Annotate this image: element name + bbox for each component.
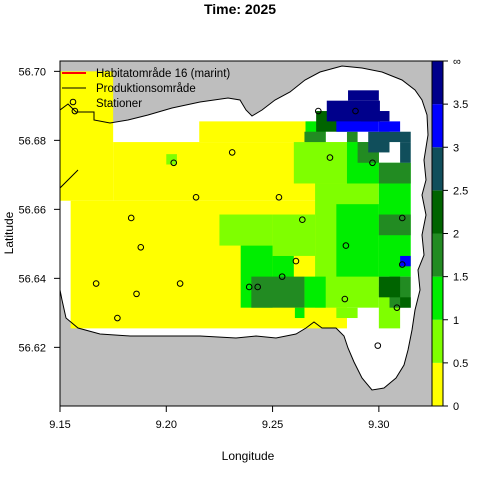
legend: Habitatområde 16 (marint) Produktionsomr…: [62, 68, 230, 110]
colorbar-tick-label: 0: [453, 401, 459, 413]
station-marker: [170, 159, 178, 167]
grid-cell: [400, 255, 411, 267]
station-marker: [292, 257, 300, 265]
colorbar-tick-label: 0.5: [453, 358, 468, 370]
station-marker: [114, 314, 121, 322]
x-tick-label: 9.25: [262, 419, 283, 431]
station-marker: [374, 342, 382, 349]
grid-cell: [304, 131, 326, 143]
station-marker: [398, 261, 406, 268]
x-axis-label: Longitude: [222, 449, 275, 463]
colorbar-swatch: [432, 319, 443, 363]
colorbar-swatch: [432, 147, 443, 191]
grid-cell: [294, 307, 305, 319]
station-marker: [133, 290, 140, 298]
station-marker: [137, 244, 145, 251]
x-tick-label: 9.30: [368, 419, 389, 431]
grid-cell: [272, 214, 316, 256]
station-marker: [71, 107, 79, 115]
legend-stations-label: Stationer: [96, 98, 142, 110]
y-tick-label: 56.62: [18, 342, 46, 354]
production-area-boundary: [60, 169, 79, 189]
colorbar-tick-label: 3.5: [453, 99, 468, 111]
station-marker: [127, 214, 135, 222]
y-tick-label: 56.64: [18, 273, 46, 285]
grid-cell: [378, 162, 411, 184]
y-tick-label: 56.70: [18, 66, 46, 78]
map-area: Habitatområde 16 (marint) Produktionsomr…: [60, 61, 432, 406]
colorbar-tick-label: ∞: [453, 56, 461, 68]
grid-cell: [400, 142, 411, 163]
station-marker: [92, 280, 100, 287]
grid-cell: [378, 121, 401, 132]
colorbar-tick-label: 3: [453, 142, 459, 154]
station-marker: [278, 273, 286, 280]
grid-cell: [199, 121, 316, 143]
colorbar-swatch: [432, 104, 443, 148]
station-marker: [398, 214, 406, 222]
plot-title: Time: 2025: [204, 1, 276, 17]
grid-cell: [378, 131, 411, 143]
station-marker: [245, 283, 253, 291]
station-marker: [314, 107, 322, 115]
station-marker: [342, 242, 350, 249]
station-marker: [254, 283, 261, 291]
station-marker: [192, 193, 200, 201]
y-axis-label: Latitude: [2, 211, 16, 254]
y-axis: 56.62 56.64 56.66 56.68 56.70: [18, 66, 60, 354]
station-marker: [176, 280, 184, 287]
grid-cell: [378, 276, 401, 298]
station-marker: [341, 295, 349, 303]
station-marker: [228, 149, 236, 156]
grid-cell: [166, 154, 177, 165]
station-marker: [352, 107, 359, 115]
colorbar-tick-label: 2.5: [453, 185, 468, 197]
grid-cell: [360, 111, 390, 122]
colorbar-tick-label: 2: [453, 229, 459, 241]
legend-production-label: Produktionsområde: [96, 83, 196, 95]
colorbar-swatch: [432, 276, 443, 320]
station-marker: [369, 159, 376, 167]
grid-cell: [400, 297, 411, 308]
colorbar: 0 0.5 1 1.5 2 2.5 3 3.5 ∞: [431, 56, 468, 413]
grid-cell: [219, 214, 273, 246]
colorbar-tick-label: 1: [453, 315, 459, 327]
station-marker: [299, 216, 306, 223]
coastline: [60, 65, 429, 391]
grid-cell: [346, 131, 358, 143]
station-marker: [326, 154, 334, 161]
station-marker: [393, 304, 401, 311]
x-tick-label: 9.15: [49, 419, 70, 431]
colorbar-tick-label: 1.5: [453, 272, 468, 284]
x-tick-label: 9.20: [156, 419, 177, 431]
x-axis: 9.15 9.20 9.25 9.30: [49, 406, 390, 431]
grid-cell: [336, 204, 379, 277]
grid-cell: [348, 90, 379, 101]
legend-station-marker: [69, 98, 77, 106]
colorbar-swatch: [432, 190, 443, 234]
station-marker: [275, 193, 283, 201]
grid-cell: [251, 276, 305, 308]
colorbar-swatch: [432, 233, 443, 277]
stations: [71, 107, 406, 349]
y-tick-label: 56.66: [18, 204, 46, 216]
grid-cell: [378, 214, 411, 236]
colorbar-swatch: [432, 61, 443, 105]
legend-habitat-label: Habitatområde 16 (marint): [96, 68, 230, 80]
grid-cell: [336, 307, 358, 319]
y-tick-label: 56.68: [18, 135, 46, 147]
colorbar-swatch: [432, 362, 443, 406]
grid-cell: [304, 276, 326, 308]
